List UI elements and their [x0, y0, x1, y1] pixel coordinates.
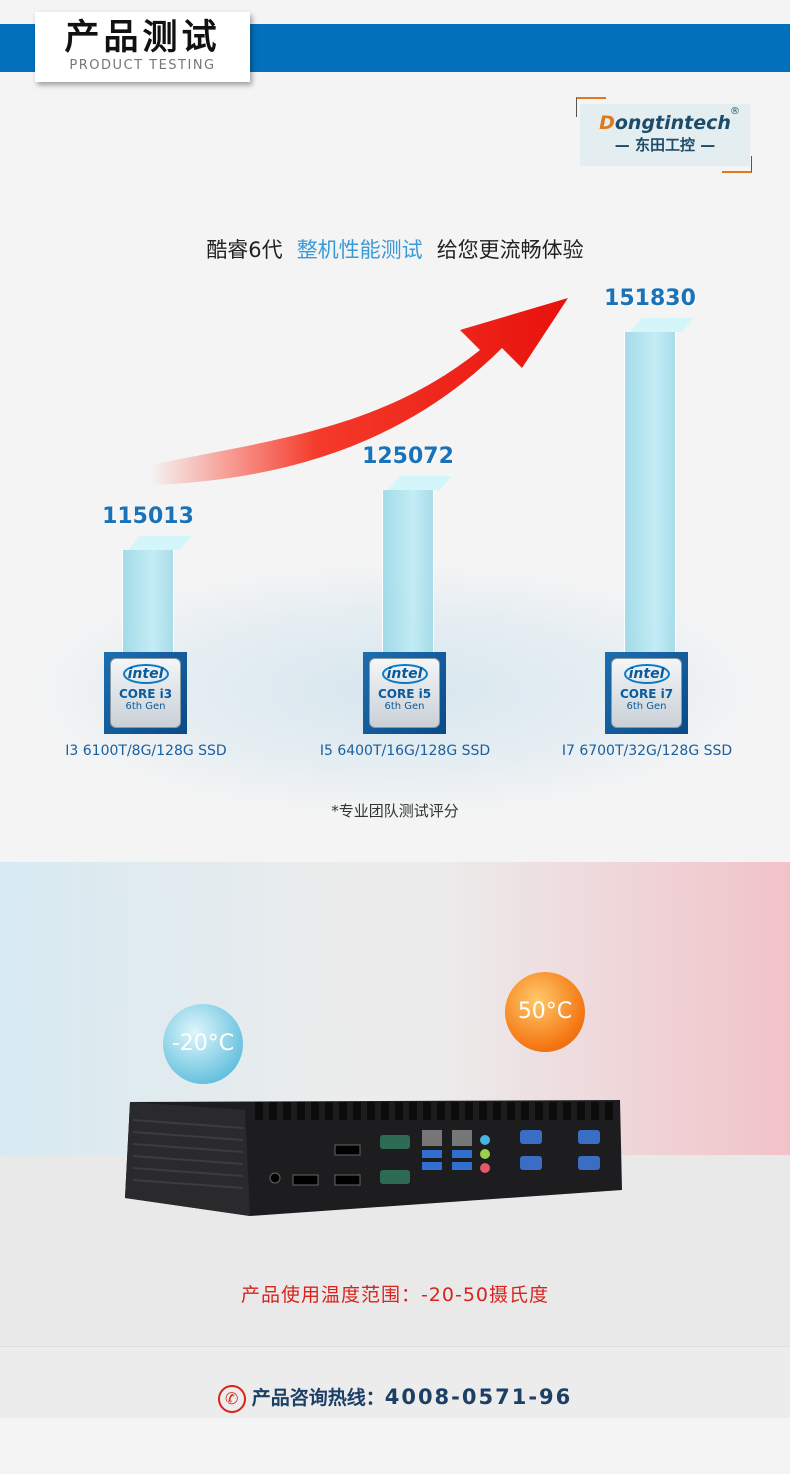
industrial-pc-image: [125, 1100, 622, 1216]
logo-corner: [722, 156, 752, 173]
category-label: I7 6700T/32G/128G SSD: [561, 743, 733, 759]
category-label: I3 6100T/8G/128G SSD: [65, 743, 227, 759]
bar-top: [630, 318, 694, 332]
growth-arrow-icon: [150, 298, 568, 485]
intel-logo: intel: [623, 664, 670, 684]
high-temp-badge: 50°C: [505, 972, 585, 1052]
hotline-number[interactable]: 4008-0571-96: [384, 1385, 573, 1409]
hotline-label: 产品咨询热线：: [251, 1387, 385, 1409]
phone-icon: ✆: [217, 1384, 246, 1413]
logo-corner: [576, 97, 606, 117]
chart-note: *专业团队测试评分: [331, 802, 459, 820]
value-label: 151830: [604, 286, 696, 311]
core-line: CORE i3: [118, 687, 173, 701]
headline-highlight: 整机性能测试: [296, 238, 423, 262]
core-gen: 6th Gen: [125, 701, 166, 712]
value-label: 115013: [102, 504, 194, 529]
core-line: CORE i7: [619, 687, 674, 701]
temperature-range-text: 产品使用温度范围：-20-50摄氏度: [240, 1284, 550, 1306]
brand-logo: ® Dongtintech — 东田工控 —: [580, 104, 750, 166]
intel-logo: intel: [381, 664, 428, 684]
headline-part2: 给您更流畅体验: [436, 238, 584, 262]
headline: 酷睿6代 整机性能测试 给您更流畅体验: [0, 234, 790, 264]
intel-logo: intel: [122, 664, 169, 684]
section-title: 产品测试 PRODUCT TESTING: [35, 12, 250, 82]
low-temp-badge: -20°C: [163, 1004, 243, 1084]
core-gen: 6th Gen: [626, 701, 667, 712]
intel-core-badge: intel CORE i7 6th Gen: [605, 652, 688, 734]
headline-part1: 酷睿6代: [206, 238, 283, 262]
value-label: 125072: [362, 444, 454, 469]
logo-en: Dongtintech: [599, 112, 731, 134]
bar-2: [382, 490, 434, 652]
intel-core-badge: intel CORE i5 6th Gen: [363, 652, 446, 734]
footer-band: [0, 1346, 790, 1418]
section-title-text: 产品测试: [64, 18, 221, 58]
logo-cn: — 东田工控 —: [614, 136, 716, 154]
bar-1: [122, 550, 174, 652]
hotline[interactable]: ✆ 产品咨询热线：4008-0571-96: [0, 1383, 790, 1413]
core-gen: 6th Gen: [384, 701, 425, 712]
section-subtitle: PRODUCT TESTING: [69, 58, 216, 73]
core-line: CORE i5: [377, 687, 432, 701]
registered-mark: ®: [730, 106, 740, 117]
intel-core-badge: intel CORE i3 6th Gen: [104, 652, 187, 734]
category-label: I5 6400T/16G/128G SSD: [319, 743, 491, 759]
bar-3: [624, 332, 676, 652]
bar-top: [128, 536, 192, 550]
